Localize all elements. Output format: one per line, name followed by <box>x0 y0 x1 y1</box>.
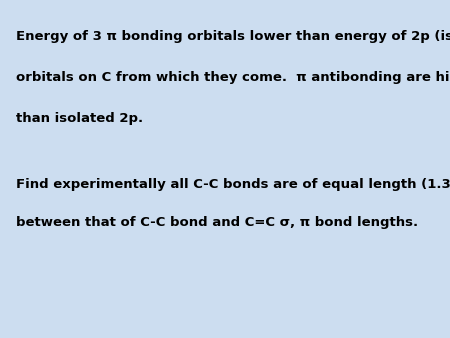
Text: Energy of 3 π bonding orbitals lower than energy of 2p (isolated): Energy of 3 π bonding orbitals lower tha… <box>16 30 450 43</box>
Text: Find experimentally all C-C bonds are of equal length (1.390Å) and: Find experimentally all C-C bonds are of… <box>16 176 450 191</box>
Text: orbitals on C from which they come.  π antibonding are higher: orbitals on C from which they come. π an… <box>16 71 450 84</box>
Text: than isolated 2p.: than isolated 2p. <box>16 112 143 124</box>
Text: between that of C-C bond and C=C σ, π bond lengths.: between that of C-C bond and C=C σ, π bo… <box>16 216 418 229</box>
